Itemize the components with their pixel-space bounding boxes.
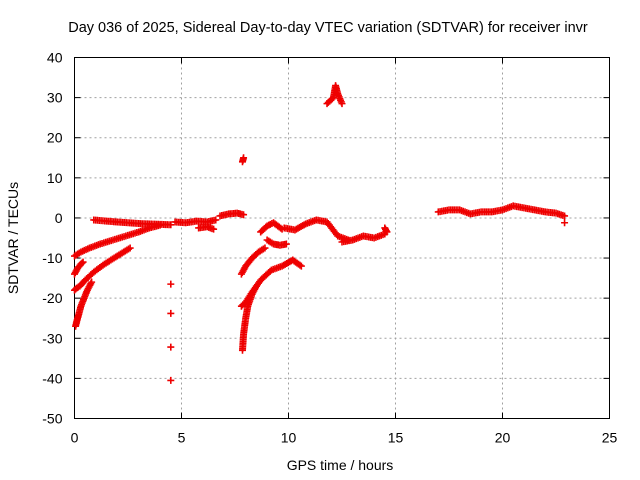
data-series-segment <box>171 216 220 227</box>
y-tick-label: 10 <box>47 170 63 186</box>
data-point <box>167 376 175 384</box>
data-series-segment <box>195 223 218 233</box>
data-series-segment <box>257 219 286 236</box>
data-point <box>338 100 346 108</box>
plot-frame <box>74 57 610 419</box>
y-tick-label: -20 <box>42 290 62 306</box>
y-tick-label: 20 <box>47 130 63 146</box>
data-series-segment <box>434 202 569 220</box>
data-point <box>240 154 248 162</box>
data-point <box>78 259 86 267</box>
data-point <box>282 240 290 248</box>
data-point <box>261 244 269 252</box>
data-series-segment <box>381 224 391 236</box>
data-series-segment <box>71 258 87 278</box>
data-point <box>210 225 218 233</box>
data-marks <box>71 82 569 384</box>
data-point <box>88 278 96 286</box>
y-tick-label: -10 <box>42 250 62 266</box>
y-tick-label: -50 <box>42 411 62 427</box>
y-tick-label: 0 <box>55 210 63 226</box>
data-point <box>240 211 248 219</box>
data-point <box>300 221 308 229</box>
data-point <box>561 212 569 220</box>
x-tick-label: 0 <box>71 430 79 446</box>
x-tick-label: 5 <box>178 430 186 446</box>
x-tick-label: 10 <box>281 430 297 446</box>
data-point <box>212 216 220 224</box>
data-point <box>79 258 87 266</box>
data-point <box>167 221 175 229</box>
data-series-segment <box>338 230 389 246</box>
x-axis-label: GPS time / hours <box>287 457 394 473</box>
data-series-segment <box>72 278 96 330</box>
data-point <box>167 343 175 351</box>
data-series-segment <box>90 216 175 229</box>
y-axis-label: SDTVAR / TECUs <box>5 182 21 294</box>
data-series-segment <box>323 82 346 108</box>
data-point <box>383 228 391 236</box>
y-tick-label: 40 <box>47 50 63 66</box>
axis-ticks: 0 5 10 15 20 25 40 30 20 10 0 -10 -20 -30 -40 -50 <box>42 50 617 446</box>
data-point <box>252 282 260 290</box>
data-series-segment <box>263 236 290 249</box>
data-series-segment <box>71 221 164 260</box>
data-series-segment <box>216 209 248 220</box>
y-tick-label: -40 <box>42 370 62 386</box>
x-tick-label: 20 <box>495 430 511 446</box>
data-series-segment <box>561 219 569 227</box>
data-point <box>126 244 134 252</box>
data-point <box>561 219 569 227</box>
data-series-segment <box>237 244 269 278</box>
data-point <box>156 221 164 229</box>
y-tick-label: 30 <box>47 90 63 106</box>
data-series-segment <box>71 244 134 294</box>
data-point <box>297 262 305 270</box>
x-tick-label: 25 <box>602 430 618 446</box>
data-series-segment <box>238 154 248 166</box>
data-series-segment <box>238 282 260 354</box>
data-point <box>296 261 304 269</box>
y-tick-label: -30 <box>42 330 62 346</box>
x-tick-label: 15 <box>388 430 404 446</box>
data-series-segment <box>167 280 175 384</box>
chart-title: Day 036 of 2025, Sidereal Day-to-day VTE… <box>68 20 588 36</box>
grid-lines <box>74 57 610 419</box>
data-point <box>167 309 175 317</box>
data-point <box>167 280 175 288</box>
